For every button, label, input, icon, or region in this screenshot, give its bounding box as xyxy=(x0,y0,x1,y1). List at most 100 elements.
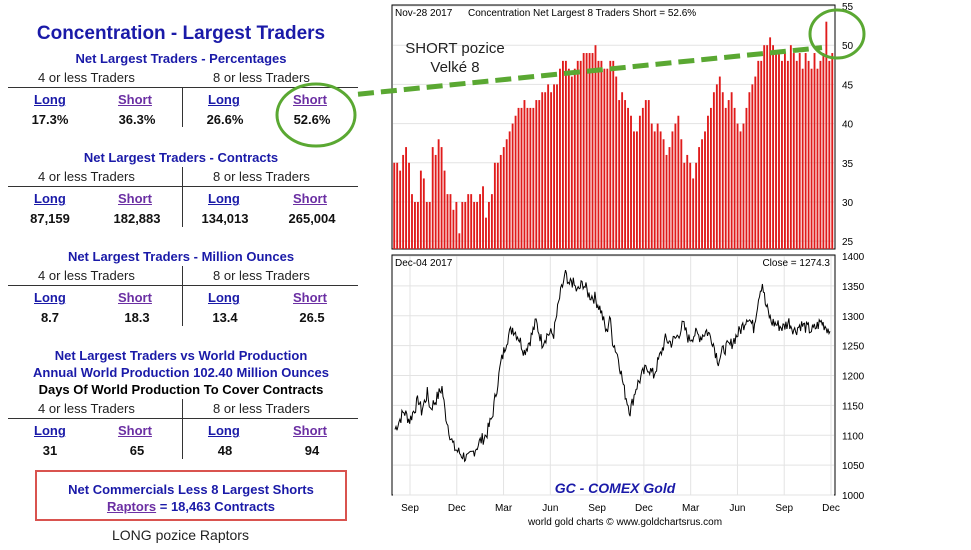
bar xyxy=(707,115,709,249)
bar xyxy=(831,53,834,249)
bar xyxy=(514,115,517,249)
bar xyxy=(727,100,730,249)
col-4-traders: 4 or less Traders xyxy=(38,268,135,283)
value-long-8: 26.6% xyxy=(206,112,244,127)
bar xyxy=(828,60,831,249)
bar xyxy=(742,123,745,249)
short-8-link[interactable]: Short xyxy=(293,423,327,438)
short-8-link[interactable]: Short xyxy=(293,191,327,206)
line-y-tick-label: 1250 xyxy=(842,342,865,353)
bar xyxy=(553,84,555,249)
annotation-line2: Velké 8 xyxy=(430,59,479,76)
bar xyxy=(653,131,656,249)
bar xyxy=(473,201,476,249)
line-chart-label: GC - COMEX Gold xyxy=(555,480,676,496)
bar xyxy=(630,115,632,249)
bar xyxy=(712,92,715,250)
bar xyxy=(618,100,621,249)
bar xyxy=(490,194,493,249)
bar xyxy=(582,53,585,249)
source-credit: world gold charts © www.goldchartsrus.co… xyxy=(527,517,722,528)
bar xyxy=(405,147,407,249)
gold-price-line xyxy=(394,269,831,463)
bar xyxy=(476,201,479,249)
short-8-link[interactable]: Short xyxy=(293,92,327,107)
bar xyxy=(786,60,789,249)
bar xyxy=(576,60,579,249)
bar xyxy=(585,53,588,249)
bar xyxy=(488,201,490,249)
bar xyxy=(795,60,798,249)
bar xyxy=(428,201,431,249)
bar-y-tick-label: 45 xyxy=(842,80,854,91)
long-4-link[interactable]: Long xyxy=(34,92,66,107)
bar xyxy=(798,53,801,249)
divider xyxy=(8,285,358,286)
bar xyxy=(573,68,576,249)
raptors-value: = 18,463 Contracts xyxy=(159,499,275,514)
line-y-tick-label: 1000 xyxy=(842,491,865,502)
bar xyxy=(638,115,641,249)
bar xyxy=(662,139,665,249)
bar xyxy=(600,60,603,249)
bar xyxy=(588,53,591,249)
divider xyxy=(8,418,358,419)
bar-y-axis: 25 30 35 40 45 50 55 xyxy=(842,2,854,248)
bar xyxy=(822,53,825,249)
bar xyxy=(440,147,443,249)
line-x-tick-label: Sep xyxy=(588,503,606,514)
raptors-link[interactable]: Raptors xyxy=(106,499,157,514)
short-4-link[interactable]: Short xyxy=(118,423,152,438)
line-y-tick-label: 1400 xyxy=(842,252,865,263)
long-4-link[interactable]: Long xyxy=(34,191,66,206)
short-8-link[interactable]: Short xyxy=(293,290,327,305)
bar xyxy=(816,68,819,249)
short-4-link[interactable]: Short xyxy=(118,290,152,305)
bar-y-tick-label: 40 xyxy=(842,120,854,131)
bar xyxy=(591,53,594,249)
bottom-caption: LONG pozice Raptors xyxy=(112,527,249,543)
bar xyxy=(783,53,786,249)
bar xyxy=(754,76,757,249)
bar xyxy=(594,45,597,250)
bar xyxy=(760,60,763,249)
line-x-tick-label: Mar xyxy=(495,503,513,514)
bar xyxy=(482,186,484,249)
bar xyxy=(464,201,467,249)
value-long-4: 87,159 xyxy=(30,211,70,226)
bar xyxy=(523,100,526,249)
long-8-link[interactable]: Long xyxy=(208,423,240,438)
bar xyxy=(718,76,721,249)
value-short-4: 65 xyxy=(129,443,145,458)
value-long-4: 31 xyxy=(42,443,58,458)
col-4-traders: 4 or less Traders xyxy=(38,401,135,416)
bar xyxy=(526,107,529,249)
section-title: Net Largest Traders - Contracts xyxy=(83,150,279,165)
bar xyxy=(674,123,677,249)
bar xyxy=(739,131,742,249)
raptors-box: Net Commercials Less 8 Largest Shorts Ra… xyxy=(35,470,347,521)
bar xyxy=(813,53,816,249)
bar xyxy=(715,84,718,249)
long-8-link[interactable]: Long xyxy=(208,191,240,206)
short-4-link[interactable]: Short xyxy=(118,191,152,206)
bar xyxy=(502,147,505,249)
bar-y-tick-label: 55 xyxy=(842,2,854,13)
bar xyxy=(606,68,609,249)
raptors-box-title: Net Commercials Less 8 Largest Shorts xyxy=(68,482,314,497)
line-y-tick-label: 1050 xyxy=(842,461,865,472)
bar xyxy=(781,60,783,249)
bar xyxy=(686,154,689,249)
long-4-link[interactable]: Long xyxy=(34,423,66,438)
bar xyxy=(547,84,550,249)
long-8-link[interactable]: Long xyxy=(208,92,240,107)
bar xyxy=(733,107,736,249)
long-8-link[interactable]: Long xyxy=(208,290,240,305)
line-y-axis: 1000 1050 1100 1150 1200 1250 1300 1350 1400 xyxy=(842,252,865,502)
value-short-4: 18.3 xyxy=(124,310,150,325)
bar xyxy=(819,60,822,249)
short-4-link[interactable]: Short xyxy=(118,92,152,107)
divider xyxy=(8,87,358,88)
bar xyxy=(485,217,487,249)
long-4-link[interactable]: Long xyxy=(34,290,66,305)
